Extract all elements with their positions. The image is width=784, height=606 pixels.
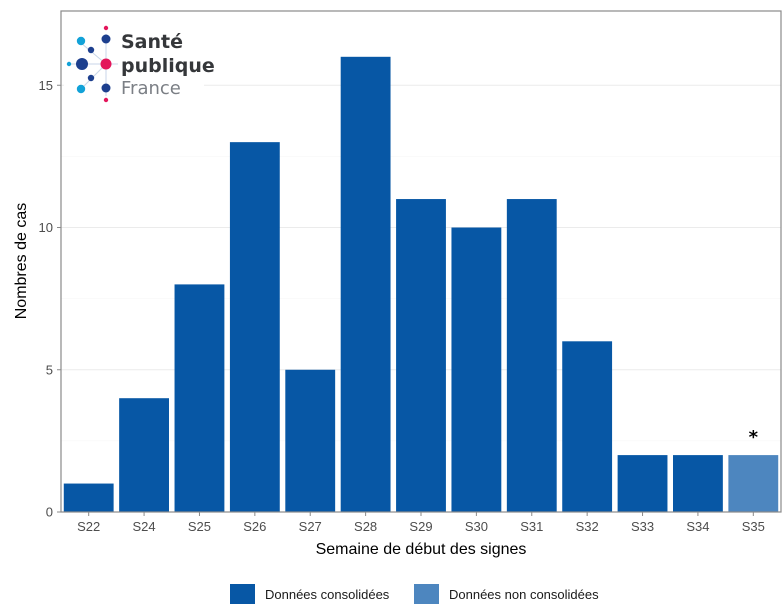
y-tick-label: 5	[46, 362, 53, 377]
x-tick-label-s22: S22	[77, 519, 100, 534]
x-tick-label-s35: S35	[742, 519, 765, 534]
sante-publique-france-logo: Santé publique France	[64, 22, 215, 106]
logo-line-3: France	[121, 78, 181, 99]
x-tick-label-s26: S26	[243, 519, 266, 534]
x-tick-label-s27: S27	[299, 519, 322, 534]
bar-s35	[728, 455, 779, 512]
x-axis-title: Semaine de début des signes	[316, 541, 527, 558]
y-axis-ticks: 0 5 10 15	[39, 78, 61, 520]
x-tick-label-s31: S31	[520, 519, 543, 534]
y-tick-label: 0	[46, 505, 53, 520]
x-axis-ticks: S22 S24 S25 S26 S27 S28 S29 S30 S31 S32 S33 S34 S35	[77, 512, 765, 534]
legend-swatch-consolidated	[230, 584, 255, 604]
legend-label-non-consolidated: Données non consolidées	[449, 587, 599, 602]
y-axis-title: Nombres de cas	[13, 203, 30, 320]
bar-s33	[617, 455, 668, 512]
x-tick-label-s28: S28	[354, 519, 377, 534]
bar-s24	[119, 398, 169, 512]
y-tick-label: 10	[39, 220, 53, 235]
y-tick-label: 15	[39, 78, 53, 93]
bars	[63, 56, 779, 513]
x-tick-label-s32: S32	[576, 519, 599, 534]
x-tick-label-s24: S24	[133, 519, 156, 534]
legend-swatch-non-consolidated	[414, 584, 439, 604]
bar-s30	[451, 227, 502, 512]
logo-line-2: publique	[121, 55, 215, 77]
bar-s29	[396, 199, 446, 513]
bar-s27	[285, 369, 336, 512]
bar-s28	[340, 56, 391, 513]
x-tick-label-s29: S29	[409, 519, 432, 534]
logo-line-1: Santé	[121, 31, 183, 53]
bar-s25	[174, 284, 225, 512]
bar-s31	[506, 199, 557, 513]
non-consolidated-annotation: *	[749, 427, 759, 448]
bar-s32	[562, 341, 613, 512]
plot-border	[60, 10, 782, 513]
bar-s26	[229, 142, 280, 512]
legend-label-consolidated: Données consolidées	[265, 587, 390, 602]
x-tick-label-s30: S30	[465, 519, 488, 534]
x-tick-label-s34: S34	[686, 519, 709, 534]
bar-s22	[63, 483, 114, 512]
legend: Données consolidées Données non consolid…	[230, 584, 599, 604]
x-tick-label-s33: S33	[631, 519, 654, 534]
x-tick-label-s25: S25	[188, 519, 211, 534]
bar-s34	[673, 455, 723, 512]
